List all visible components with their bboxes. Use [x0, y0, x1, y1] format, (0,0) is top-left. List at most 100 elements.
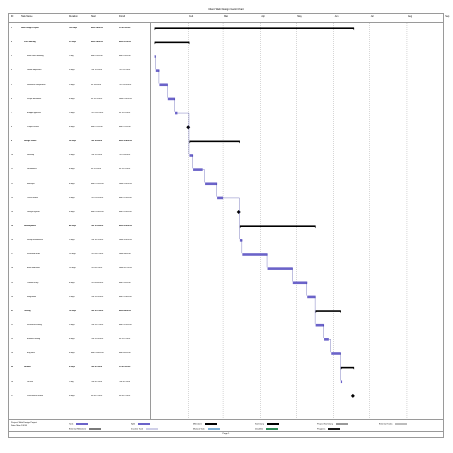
task-finish-cell: Mon 3/14/2016: [119, 140, 132, 143]
task-finish-cell: Mon 6/6/2016: [119, 309, 131, 312]
col-start-header[interactable]: Start: [91, 16, 96, 18]
summary-bar: [340, 366, 355, 369]
legend-item: Summary: [255, 423, 279, 426]
legend-item: Inactive Task: [131, 428, 158, 431]
task-name-cell: Testing: [24, 309, 31, 312]
task-row[interactable]: 16 Setup environment 2 days Tue 3/15/2016 We…: [9, 239, 150, 242]
task-id-cell: 19: [11, 281, 14, 284]
summary-bar: [239, 225, 316, 227]
summary-cap: [352, 28, 355, 31]
page-footer: Page 1: [9, 431, 443, 437]
task-row[interactable]: 22 Functional testing 5 days Tue 5/17/2016 M…: [9, 324, 150, 326]
column-header: ID Task Name Duration Start Finish Feb Ma…: [9, 14, 449, 23]
task-row[interactable]: 19 Content entry 8 days Thu 4/28/2016 Mon 5/…: [9, 281, 150, 284]
timescale-month-label: Aug: [407, 16, 413, 18]
task-row[interactable]: 4 Define objectives 3 days Tue 1/5/2016 Thu …: [9, 69, 150, 72]
task-duration-cell: 4 days: [69, 97, 75, 100]
task-start-cell: Mon 1/4/2016: [91, 55, 103, 58]
task-finish-cell: Thu 2/4/2016: [119, 154, 131, 157]
task-finish-cell: Mon 5/16/2016: [119, 225, 132, 227]
task-row[interactable]: 18 Back-end build 15 days Thu 4/7/2016 Wed 4…: [9, 267, 150, 269]
task-row[interactable]: 24 Bug fixes 6 days Mon 5/30/2016 Mon 6/6/20…: [9, 352, 150, 355]
task-bar: [205, 182, 218, 186]
task-start-cell: Tue 3/15/2016: [91, 239, 104, 242]
task-row[interactable]: 2 Pre-Planning 21 days Mon 1/4/2016 Mon 2/1/…: [9, 41, 150, 44]
task-start-cell: Mon 2/15/2016: [91, 182, 104, 185]
timescale-month-label: Feb: [189, 16, 194, 18]
task-row[interactable]: 20 Integration 5 days Tue 5/10/2016 Mon 5/16…: [9, 296, 150, 298]
legend-swatch: [76, 423, 89, 425]
task-finish-cell: Mon 1/4/2016: [119, 55, 131, 58]
task-row[interactable]: 9 Design Phase 30 days Tue 2/2/2016 Mon 3/14…: [9, 140, 150, 143]
dependency-link: [177, 112, 190, 155]
timescale-month-label: Jul: [370, 16, 374, 18]
task-row[interactable]: 27 Post-launch review 0 days Fri 6/17/2016 F…: [9, 394, 150, 397]
task-name-cell: Design Phase: [24, 140, 37, 143]
task-duration-cell: 2 days: [69, 111, 75, 114]
task-name-cell: Pre-Planning: [24, 41, 36, 44]
legend-item-label: Task: [69, 423, 74, 426]
legend-swatch: [207, 428, 220, 430]
legend-item-label: Manual Task: [193, 428, 205, 431]
task-row[interactable]: 7 Budget approval 2 days Thu 1/21/2016 Fri 1…: [9, 111, 150, 114]
task-row[interactable]: 13 Client review 3 days Thu 2/25/2016 Mon 2/…: [9, 196, 150, 199]
task-id-cell: 23: [11, 338, 14, 341]
timescale-month-label: Jun: [334, 16, 339, 18]
task-name-cell: Client review: [27, 196, 38, 199]
legend-item: Split: [131, 423, 151, 426]
task-id-cell: 27: [11, 394, 14, 397]
col-id-header[interactable]: ID: [11, 16, 14, 18]
timescale-month-label: Sep: [445, 16, 450, 18]
col-finish-header[interactable]: Finish: [119, 16, 126, 18]
task-name-cell: Launch: [24, 366, 31, 369]
task-row[interactable]: 3 Initial client meeting 1 day Mon 1/4/2016…: [9, 55, 150, 58]
task-bar: [242, 253, 268, 256]
task-row[interactable]: 5 Research competitors 5 days Fri 1/8/2016 T…: [9, 84, 150, 86]
task-name-cell: Scope document: [27, 97, 42, 100]
legend-swatch: [266, 428, 279, 430]
task-row[interactable]: 17 Front-end build 15 days Thu 3/17/2016 Wed…: [9, 253, 150, 256]
task-duration-cell: 15 days: [69, 253, 76, 256]
legend-item: Manual Task: [193, 428, 220, 431]
legend-item-label: Project Summary: [317, 423, 333, 426]
task-row[interactable]: 12 Mockups 8 days Mon 2/15/2016 Wed 2/24/201…: [9, 182, 150, 185]
task-id-cell: 13: [11, 196, 14, 199]
task-duration-cell: 45 days: [69, 225, 76, 227]
task-row[interactable]: 1 Web Design Project 120 days Mon 1/4/2016 F…: [9, 27, 150, 29]
legend-swatch: [328, 428, 341, 430]
task-start-cell: Mon 2/1/2016: [91, 126, 103, 128]
task-row[interactable]: 23 Browser testing 4 days Tue 5/24/2016 Fri …: [9, 338, 150, 341]
timescale-months: Feb Mar Apr May Jun Jul Aug Sep: [151, 14, 449, 23]
task-start-cell: Tue 1/5/2016: [91, 69, 103, 72]
col-task-name-header[interactable]: Task Name: [21, 16, 33, 18]
task-row[interactable]: 21 Testing 15 days Tue 5/17/2016 Mon 6/6/201…: [9, 309, 150, 312]
task-bar: [315, 323, 325, 327]
dependency-link: [167, 84, 168, 98]
dependency-link: [158, 70, 160, 84]
task-row[interactable]: 14 Design sign-off 0 days Mon 3/14/2016 Mon …: [9, 210, 150, 213]
task-row[interactable]: 26 Go live 1 day Tue 6/7/2016 Tue 6/7/2016: [9, 381, 150, 383]
legend-item: Deadline: [255, 428, 279, 431]
task-row[interactable]: 8 Project kickoff 0 days Mon 2/1/2016 Mon 2/…: [9, 126, 150, 128]
dependency-link: [192, 155, 194, 169]
task-row[interactable]: 25 Launch 9 days Tue 6/7/2016 Fri 6/17/2016: [9, 366, 150, 369]
task-bar: [307, 295, 316, 299]
page-title: Client Web Design Gantt Chart: [208, 8, 244, 11]
gantt-frame: Client Web Design Gantt Chart ID Task Na…: [8, 8, 449, 438]
gantt-chart: [151, 23, 443, 419]
task-id-cell: 24: [11, 352, 14, 355]
task-row[interactable]: 11 Wireframes 6 days Fri 2/5/2016 Fri 2/12/2…: [9, 168, 150, 170]
summary-bar: [154, 41, 190, 44]
task-finish-cell: Wed 4/6/2016: [119, 253, 131, 256]
legend-swatch: [89, 428, 102, 430]
legend-item-label: Milestone: [193, 423, 202, 426]
task-duration-cell: 0 days: [69, 210, 75, 213]
task-start-cell: Tue 5/17/2016: [91, 309, 104, 312]
legend-item-label: Progress: [317, 428, 326, 431]
dependency-link: [241, 240, 243, 254]
task-row[interactable]: 6 Scope document 4 days Fri 1/15/2016 Wed 1/…: [9, 97, 150, 100]
col-duration-header[interactable]: Duration: [69, 16, 78, 18]
task-row[interactable]: 10 Sitemap 3 days Tue 2/2/2016 Thu 2/4/2016: [9, 154, 150, 157]
task-row[interactable]: 15 Development 45 days Tue 3/15/2016 Mon 5/1…: [9, 225, 150, 227]
task-name-cell: Setup environment: [27, 239, 43, 242]
